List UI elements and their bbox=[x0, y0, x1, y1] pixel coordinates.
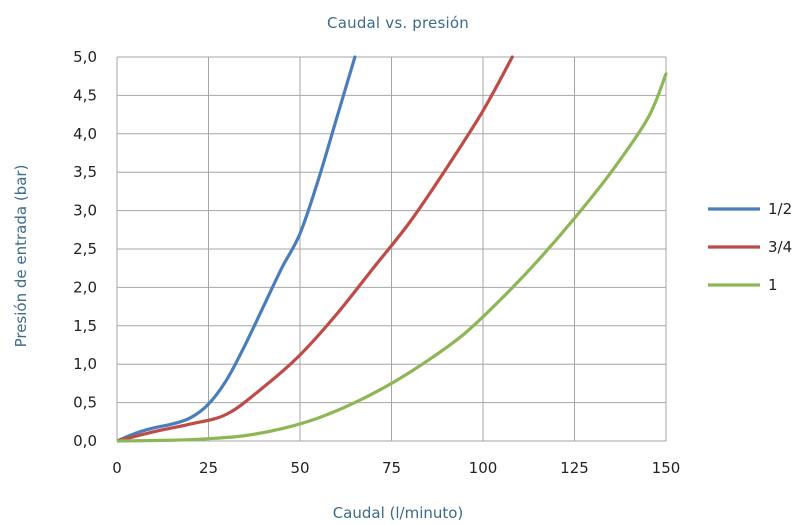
y-tick-label: 0,0 bbox=[73, 432, 97, 450]
x-tick-label: 150 bbox=[652, 459, 681, 477]
x-tick-label: 125 bbox=[560, 459, 589, 477]
legend-label: 1/2 bbox=[768, 200, 792, 218]
y-tick-label: 4,5 bbox=[73, 86, 97, 104]
series-line-1 bbox=[117, 55, 357, 443]
x-tick-label: 100 bbox=[469, 459, 498, 477]
chart-title: Caudal vs. presión bbox=[327, 14, 469, 32]
x-tick-label: 75 bbox=[382, 459, 401, 477]
y-tick-label: 1,0 bbox=[73, 355, 97, 373]
x-axis-label: Caudal (l/minuto) bbox=[332, 504, 464, 522]
y-tick-label: 5,0 bbox=[73, 48, 97, 66]
y-tick-label: 4,0 bbox=[73, 125, 97, 143]
series-line-3 bbox=[117, 72, 668, 443]
y-tick-label: 2,5 bbox=[73, 240, 97, 258]
y-tick-label: 2,0 bbox=[73, 278, 97, 296]
x-tick-label: 25 bbox=[199, 459, 218, 477]
y-tick-label: 3,5 bbox=[73, 163, 97, 181]
series-line-2 bbox=[117, 55, 514, 443]
legend-label: 3/4 bbox=[768, 238, 792, 256]
y-tick-label: 3,0 bbox=[73, 202, 97, 220]
legend-label: 1 bbox=[768, 276, 778, 294]
x-tick-label: 50 bbox=[290, 459, 309, 477]
y-tick-label: 1,5 bbox=[73, 317, 97, 335]
y-tick-label: 0,5 bbox=[73, 394, 97, 412]
x-tick-label: 0 bbox=[112, 459, 122, 477]
